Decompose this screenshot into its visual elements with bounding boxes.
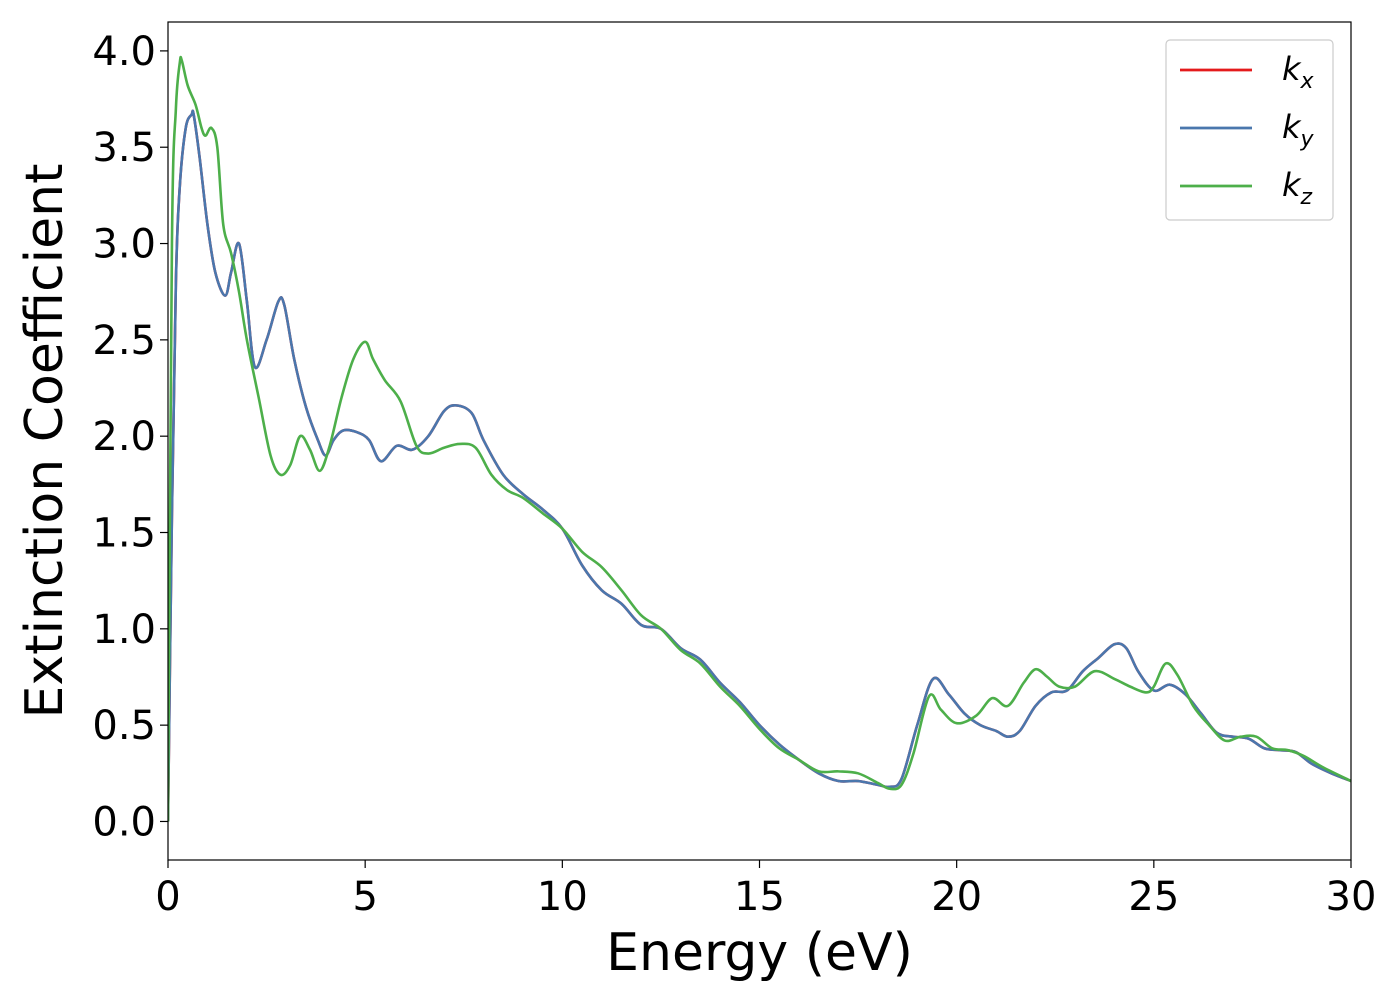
x-tick-label: 5: [352, 874, 377, 920]
x-tick-label: 0: [155, 874, 180, 920]
y-tick-label: 0.0: [92, 799, 156, 845]
series-line-y: [168, 109, 1351, 822]
x-tick-label: 25: [1128, 874, 1179, 920]
y-axis: 0.0 0.5 1.0 1.5 2.0 2.5 3.0 3.5 4.0: [92, 29, 168, 845]
x-axis-label: Energy (eV): [606, 923, 913, 983]
x-tick-label: 10: [537, 874, 588, 920]
y-tick-label: 1.5: [92, 511, 156, 557]
x-tick-label: 30: [1326, 874, 1377, 920]
y-tick-label: 2.5: [92, 318, 156, 364]
series-line-z: [168, 55, 1351, 822]
y-tick-label: 2.0: [92, 414, 156, 460]
y-axis-label: Extinction Coefficient: [15, 164, 75, 719]
y-tick-label: 3.5: [92, 125, 156, 171]
x-axis: 0 5 10 15 20 25 30: [155, 860, 1376, 920]
series-layer: [168, 55, 1351, 822]
legend-label-x: kx: [1282, 50, 1315, 94]
legend-box: [1165, 39, 1334, 221]
y-tick-label: 3.0: [92, 222, 156, 268]
legend-label-z: kz: [1282, 166, 1313, 210]
x-tick-label: 15: [734, 874, 785, 920]
legend-label-y: ky: [1282, 108, 1315, 152]
y-tick-label: 1.0: [92, 607, 156, 653]
y-tick-label: 0.5: [92, 703, 156, 749]
x-tick-label: 20: [931, 874, 982, 920]
legend: kx ky kz: [1165, 39, 1334, 221]
y-tick-label: 4.0: [92, 29, 156, 75]
